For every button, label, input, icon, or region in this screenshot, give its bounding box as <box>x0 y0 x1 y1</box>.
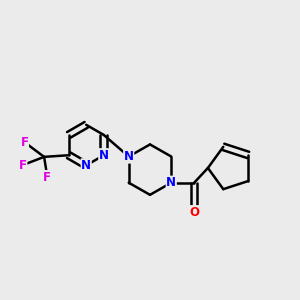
Text: N: N <box>99 149 109 162</box>
Text: N: N <box>166 176 176 189</box>
Text: O: O <box>189 206 199 219</box>
Text: N: N <box>124 150 134 163</box>
Text: F: F <box>20 136 28 148</box>
Text: F: F <box>19 158 27 172</box>
Text: N: N <box>81 159 91 172</box>
Text: F: F <box>44 171 51 184</box>
